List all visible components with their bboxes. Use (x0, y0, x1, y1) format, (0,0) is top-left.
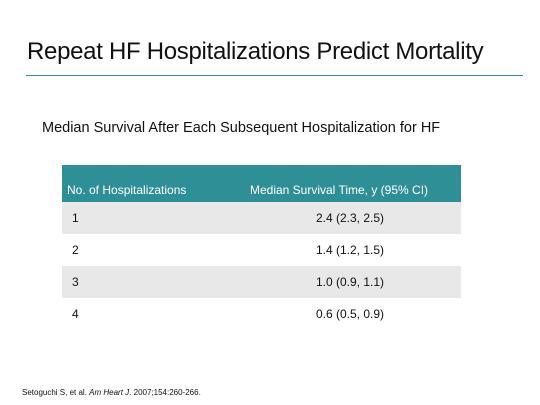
table-row: 4 0.6 (0.5, 0.9) (62, 298, 461, 330)
hospitalization-count: 2 (62, 234, 217, 266)
table-row: 1 2.4 (2.3, 2.5) (62, 202, 461, 234)
citation-details: . 2007;154:260-266. (129, 388, 201, 397)
table-header-row: No. of Hospitalizations Median Survival … (62, 165, 461, 202)
hospitalization-count: 3 (62, 266, 217, 298)
median-survival-value: 0.6 (0.5, 0.9) (217, 298, 461, 330)
title-divider (26, 75, 523, 76)
hospitalization-count: 1 (62, 202, 217, 234)
median-survival-value: 1.4 (1.2, 1.5) (217, 234, 461, 266)
citation-authors: Setoguchi S, et al. (22, 388, 90, 397)
table-row: 2 1.4 (1.2, 1.5) (62, 234, 461, 266)
table-caption: Median Survival After Each Subsequent Ho… (42, 120, 441, 136)
citation-journal: Am Heart J (89, 388, 130, 397)
citation: Setoguchi S, et al. Am Heart J. 2007;154… (22, 388, 201, 397)
median-survival-value: 2.4 (2.3, 2.5) (217, 202, 461, 234)
hospitalization-count: 4 (62, 298, 217, 330)
survival-table: No. of Hospitalizations Median Survival … (62, 165, 461, 330)
header-hospitalizations: No. of Hospitalizations (62, 165, 217, 202)
table-row: 3 1.0 (0.9, 1.1) (62, 266, 461, 298)
median-survival-value: 1.0 (0.9, 1.1) (217, 266, 461, 298)
header-median-survival: Median Survival Time, y (95% CI) (217, 165, 461, 202)
slide-title: Repeat HF Hospitalizations Predict Morta… (27, 38, 484, 65)
